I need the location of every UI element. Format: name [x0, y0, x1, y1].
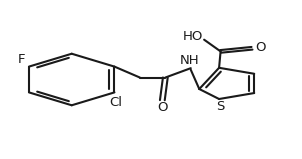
Text: Cl: Cl: [109, 96, 122, 109]
Text: F: F: [18, 53, 25, 66]
Text: NH: NH: [179, 54, 199, 67]
Text: S: S: [217, 100, 225, 113]
Text: O: O: [157, 101, 168, 114]
Text: HO: HO: [183, 30, 203, 43]
Text: O: O: [255, 41, 266, 54]
